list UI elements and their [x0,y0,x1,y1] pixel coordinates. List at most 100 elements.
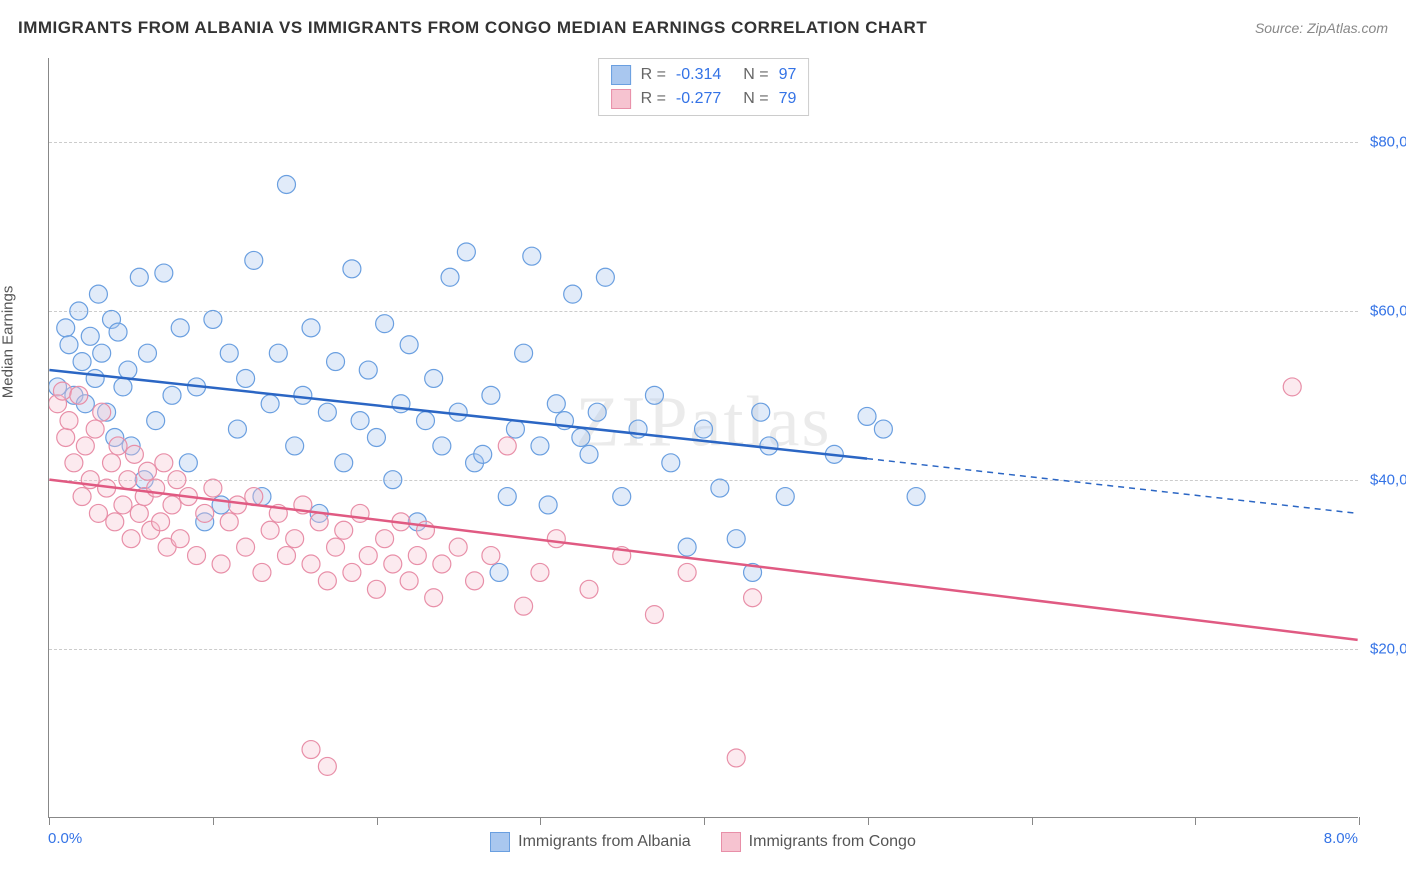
data-point [645,386,663,404]
data-point [400,336,418,354]
data-point [286,437,304,455]
x-tick [213,817,214,825]
data-point [269,344,287,362]
data-point [678,563,696,581]
data-point [433,437,451,455]
data-point [220,344,238,362]
data-point [89,504,107,522]
chart-title: IMMIGRANTS FROM ALBANIA VS IMMIGRANTS FR… [18,18,927,38]
chart-header: IMMIGRANTS FROM ALBANIA VS IMMIGRANTS FR… [18,18,1388,38]
r-label: R = [641,63,666,87]
data-point [302,319,320,337]
data-point [188,547,206,565]
data-point [376,315,394,333]
data-point [237,538,255,556]
data-point [449,403,467,421]
data-point [343,563,361,581]
data-point [498,488,516,506]
data-point [531,563,549,581]
data-point [237,369,255,387]
data-point [531,437,549,455]
data-point [335,454,353,472]
correlation-row: R =-0.277N =79 [611,87,797,111]
data-point [302,555,320,573]
data-point [119,361,137,379]
data-point [171,530,189,548]
data-point [220,513,238,531]
legend-label: Immigrants from Congo [749,833,916,851]
data-point [318,572,336,590]
data-point [351,412,369,430]
r-value: -0.277 [676,87,721,111]
data-point [678,538,696,556]
data-point [114,496,132,514]
data-point [245,251,263,269]
trend-line [49,370,867,459]
legend-label: Immigrants from Albania [518,833,691,851]
data-point [86,369,104,387]
data-point [106,513,124,531]
y-tick-label: $80,000 [1364,134,1406,151]
trend-line [49,480,1357,640]
data-point [147,412,165,430]
data-point [103,454,121,472]
data-point [695,420,713,438]
data-point [327,353,345,371]
data-point [109,437,127,455]
x-tick [49,817,50,825]
data-point [384,471,402,489]
correlation-row: R =-0.314N =97 [611,63,797,87]
n-value: 79 [779,87,797,111]
data-point [417,412,435,430]
data-point [138,344,156,362]
data-point [580,445,598,463]
data-point [596,268,614,286]
data-point [515,597,533,615]
data-point [506,420,524,438]
data-point [70,386,88,404]
data-point [228,420,246,438]
data-point [466,572,484,590]
data-point [286,530,304,548]
data-point [163,496,181,514]
legend-item: Immigrants from Albania [490,832,691,852]
data-point [76,437,94,455]
n-label: N = [743,87,768,111]
data-point [318,403,336,421]
data-point [327,538,345,556]
data-point [1283,378,1301,396]
x-tick [1195,817,1196,825]
data-point [613,488,631,506]
data-point [86,420,104,438]
r-value: -0.314 [676,63,721,87]
trend-line-extended [867,459,1358,514]
data-point [367,429,385,447]
x-tick [868,817,869,825]
data-point [645,606,663,624]
x-tick [540,817,541,825]
plot-area: ZIPatlas R =-0.314N =97R =-0.277N =79 $2… [48,58,1358,818]
data-point [114,378,132,396]
data-point [93,344,111,362]
data-point [858,407,876,425]
data-point [310,513,328,531]
data-point [163,386,181,404]
data-point [392,395,410,413]
source-label: Source: ZipAtlas.com [1255,20,1388,36]
data-point [204,479,222,497]
data-point [384,555,402,573]
data-point [73,353,91,371]
data-point [907,488,925,506]
data-point [433,555,451,573]
data-point [253,563,271,581]
data-point [212,555,230,573]
data-point [580,580,598,598]
series-legend: Immigrants from Albania Immigrants from C… [0,832,1406,852]
data-point [196,504,214,522]
data-point [441,268,459,286]
data-point [474,445,492,463]
data-point [294,386,312,404]
y-tick-label: $20,000 [1364,641,1406,658]
data-point [261,521,279,539]
y-tick-label: $40,000 [1364,472,1406,489]
